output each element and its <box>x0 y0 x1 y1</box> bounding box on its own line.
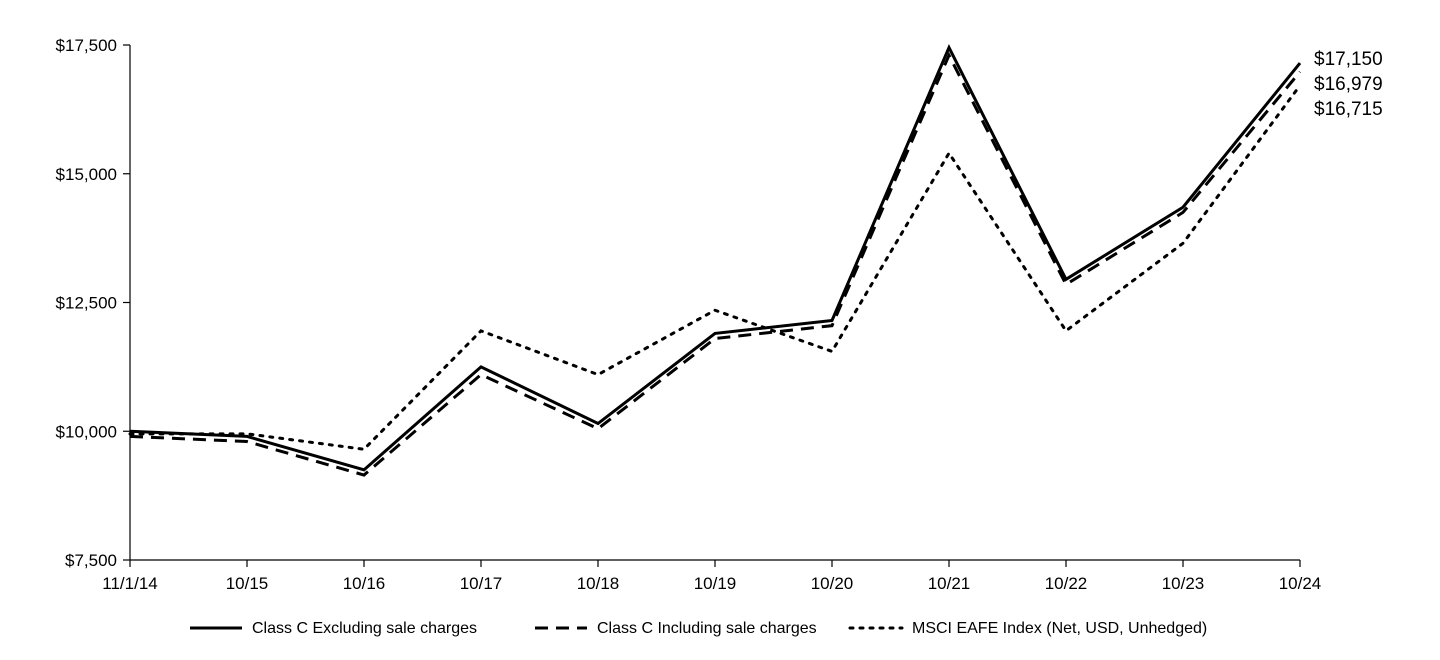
x-tick-label: 10/15 <box>226 574 269 593</box>
legend-label: MSCI EAFE Index (Net, USD, Unhedged) <box>912 620 1207 637</box>
chart-svg: $7,500 $10,000 $12,500 $15,000 $17,500 11/1/1… <box>0 0 1440 660</box>
legend-label: Class C Including sale charges <box>597 620 817 637</box>
x-tick-label: 10/22 <box>1045 574 1088 593</box>
y-tick-label: $15,000 <box>56 165 117 184</box>
legend-label: Class C Excluding sale charges <box>252 620 477 637</box>
x-tick-label: 10/20 <box>811 574 854 593</box>
growth-chart: { "chart": { "type": "line", "width": 14… <box>0 0 1440 660</box>
x-tick-label: 10/17 <box>460 574 503 593</box>
chart-bg <box>0 0 1440 660</box>
x-tick-label: 10/21 <box>928 574 971 593</box>
series-end-label: $16,715 <box>1314 99 1383 120</box>
series-end-label: $16,979 <box>1314 74 1383 95</box>
series-end-label: $17,150 <box>1314 49 1383 70</box>
x-tick-label: 11/1/14 <box>102 574 157 593</box>
y-tick-label: $12,500 <box>56 294 117 313</box>
x-tick-label: 10/19 <box>694 574 737 593</box>
x-tick-label: 10/18 <box>577 574 620 593</box>
y-tick-label: $10,000 <box>56 422 117 441</box>
y-tick-label: $7,500 <box>65 551 117 570</box>
x-tick-label: 10/16 <box>343 574 386 593</box>
x-tick-label: 10/24 <box>1279 574 1322 593</box>
x-tick-label: 10/23 <box>1162 574 1205 593</box>
y-tick-label: $17,500 <box>56 36 117 55</box>
